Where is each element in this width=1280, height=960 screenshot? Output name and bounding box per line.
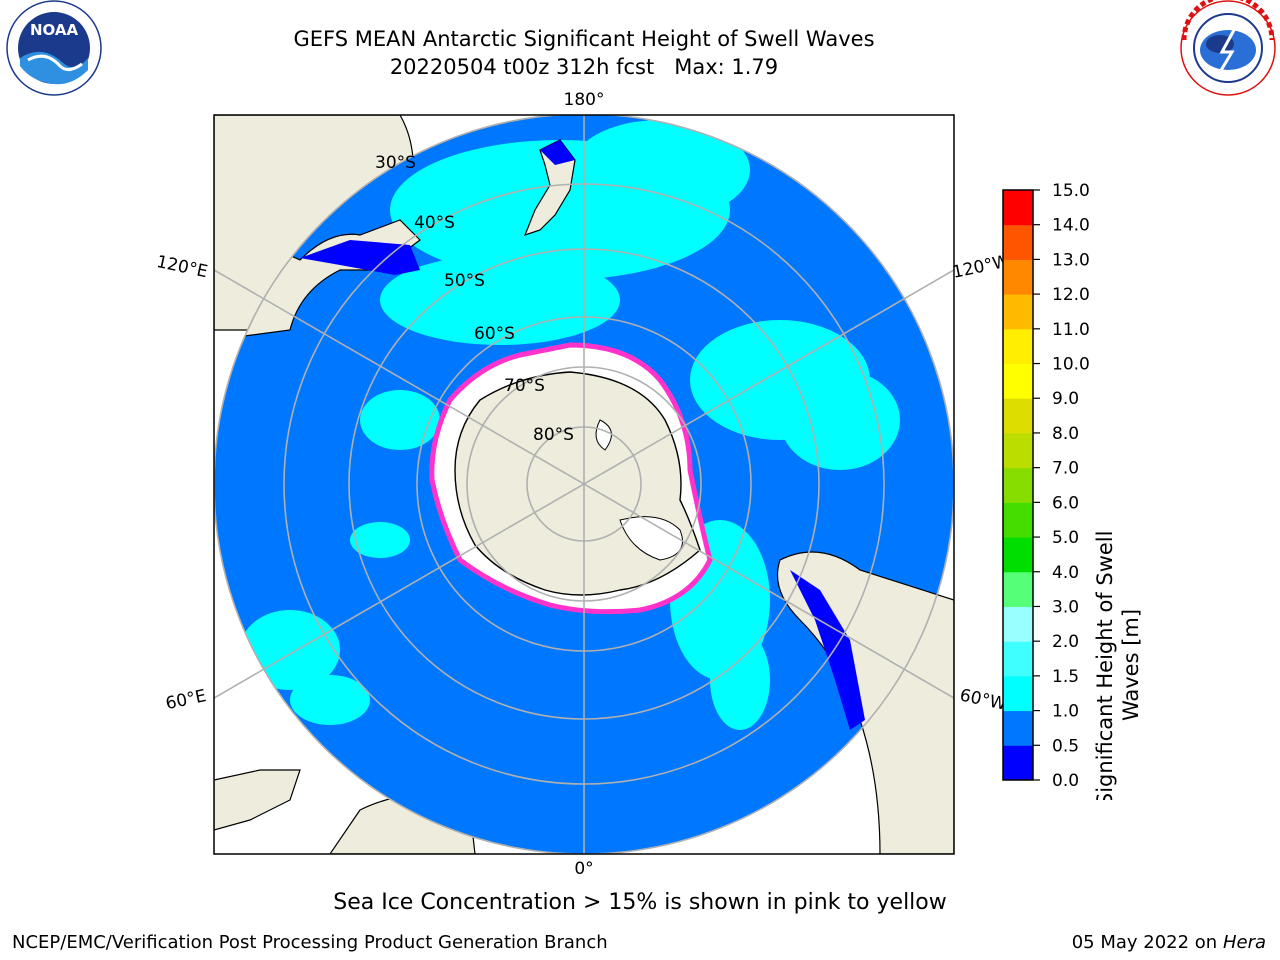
colorbar-swatch	[1003, 641, 1033, 677]
footer-credit: NCEP/EMC/Verification Post Processing Pr…	[12, 932, 608, 953]
svg-text:Significant Height of Swell: Significant Height of Swell Waves [m]	[1093, 524, 1143, 800]
lat-label-50s: 50°S	[444, 271, 485, 291]
lon-label-0: 0°	[574, 859, 593, 879]
colorbar-tick-label: 6.0	[1052, 493, 1079, 513]
noaa-logo: NOAA	[6, 0, 102, 96]
colorbar-swatch	[1003, 745, 1033, 781]
colorbar-swatch	[1003, 467, 1033, 503]
low-swell-coastal	[300, 140, 865, 730]
colorbar-swatch	[1003, 224, 1033, 260]
colorbar-tick-label: 1.5	[1052, 667, 1079, 687]
colorbar-tick-label: 5.0	[1052, 528, 1079, 548]
colorbar-label-line2: Waves [m]	[1119, 609, 1143, 721]
colorbar-tick-label: 3.0	[1052, 597, 1079, 617]
colorbar-tick-label: 14.0	[1052, 216, 1090, 236]
colorbar-tick-label: 10.0	[1052, 355, 1090, 375]
lon-label-120e: 120°E	[155, 252, 210, 282]
colorbar-swatch	[1003, 710, 1033, 746]
lon-label-180: 180°	[564, 90, 605, 110]
footer-date: 05 May 2022 on Hera	[1072, 932, 1266, 953]
colorbar-tick-label: 2.0	[1052, 632, 1079, 652]
swell-patches-light	[240, 120, 900, 730]
noaa-logo-text: NOAA	[30, 21, 79, 39]
colorbar-tick-label: 13.0	[1052, 250, 1090, 270]
footer-date-text: 05 May 2022 on	[1071, 932, 1218, 953]
lat-label-60s: 60°S	[474, 324, 515, 344]
lat-label-30s: 30°S	[375, 153, 416, 173]
colorbar-swatch	[1003, 675, 1033, 712]
colorbar-swatch	[1003, 259, 1033, 295]
map-frame	[213, 114, 955, 855]
lat-label-80s: 80°S	[533, 425, 574, 445]
chart-subtitle: 20220504 t00z 312h fcst Max: 1.79	[389, 55, 779, 79]
colorbar-swatch	[1003, 328, 1033, 365]
colorbar-swatch	[1003, 294, 1033, 330]
colorbar-swatch	[1003, 537, 1033, 573]
colorbar-tick-label: 15.0	[1052, 181, 1090, 201]
colorbar-tick-label: 0.0	[1052, 771, 1079, 791]
colorbar-tick-label: 4.0	[1052, 563, 1079, 583]
lat-label-70s: 70°S	[504, 376, 545, 396]
colorbar-swatch	[1003, 363, 1033, 399]
colorbar-tick-label: 7.0	[1052, 459, 1079, 479]
lon-label-60e: 60°E	[164, 686, 208, 714]
colorbar-tick-label: 11.0	[1052, 320, 1090, 340]
colorbar-label-line1: Significant Height of Swell	[1093, 531, 1117, 800]
colorbar-frame	[1002, 189, 1034, 781]
sea-ice-note: Sea Ice Concentration > 15% is shown in …	[333, 890, 947, 915]
graticule	[214, 115, 954, 854]
colorbar-ticks: 0.0 0.5 1.0 1.5 2.0 3.0 4.0 5.0 6.0 7.0 8.0 9.0 10.0…	[1033, 181, 1090, 791]
colorbar-swatches	[1003, 190, 1033, 781]
footer-host: Hera	[1222, 932, 1266, 953]
colorbar-swatch	[1003, 502, 1033, 538]
lat-label-40s: 40°S	[414, 213, 455, 233]
nws-logo	[1180, 0, 1276, 96]
colorbar-tick-label: 1.0	[1052, 702, 1079, 722]
colorbar-tick-label: 0.5	[1052, 736, 1079, 756]
colorbar-tick-label: 9.0	[1052, 389, 1079, 409]
colorbar-tick-label: 8.0	[1052, 424, 1079, 444]
colorbar-swatch	[1003, 571, 1033, 607]
colorbar-swatch	[1003, 190, 1033, 226]
colorbar-swatch	[1003, 398, 1033, 434]
colorbar-swatch	[1003, 432, 1033, 469]
colorbar: 0.0 0.5 1.0 1.5 2.0 3.0 4.0 5.0 6.0 7.0 8.0 9.0 10.0…	[1002, 181, 1143, 800]
colorbar-tick-label: 12.0	[1052, 285, 1090, 305]
chart-title: GEFS MEAN Antarctic Significant Height o…	[293, 27, 875, 51]
colorbar-swatch	[1003, 606, 1033, 642]
